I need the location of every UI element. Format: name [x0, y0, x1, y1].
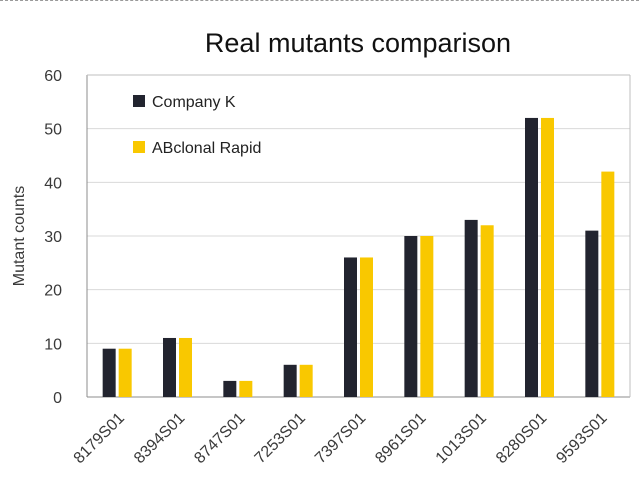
x-tick-label: 9593S01 — [553, 410, 610, 467]
plot-frame — [86, 74, 631, 398]
bar-abclonal-rapid-9593S01 — [601, 171, 615, 397]
y-tick-label: 50 — [44, 122, 62, 139]
bar-company-k-8394S01 — [163, 337, 176, 397]
x-tick-label: 8961S01 — [372, 410, 429, 467]
x-tick-label: 7253S01 — [252, 410, 309, 467]
x-tick-label: 8747S01 — [191, 410, 248, 467]
bar-company-k-8179S01 — [102, 348, 116, 397]
x-tick-label: 8280S01 — [493, 410, 550, 467]
top-dashed-border — [0, 0, 639, 2]
x-tick-label: 8394S01 — [131, 410, 188, 467]
bar-company-k-1013S01 — [464, 219, 478, 397]
bar-company-k-7253S01 — [283, 364, 297, 397]
bar-abclonal-rapid-7397S01 — [360, 257, 373, 397]
x-tick-label: 8179S01 — [71, 410, 128, 467]
legend: Company K ABclonal Rapid — [133, 94, 261, 157]
bar-abclonal-rapid-8179S01 — [118, 348, 132, 397]
y-tick-label: 10 — [44, 336, 62, 353]
bar-abclonal-rapid-8394S01 — [179, 337, 192, 397]
y-axis-label: Mutant counts — [11, 186, 28, 287]
y-tick-labels: 0 10 20 30 40 50 60 — [44, 68, 62, 407]
x-tick-labels: 8179S01 8394S01 8747S01 7253S01 7397S01 8961S… — [71, 410, 611, 467]
bar-company-k-9593S01 — [585, 230, 599, 397]
bar-abclonal-rapid-1013S01 — [480, 225, 494, 397]
legend-swatch — [133, 141, 145, 153]
bars — [102, 117, 615, 397]
y-tick-label: 60 — [44, 68, 62, 85]
legend-swatch — [133, 95, 145, 107]
bar-company-k-8747S01 — [223, 380, 237, 397]
bar-abclonal-rapid-8961S01 — [420, 236, 434, 397]
x-tick-label: 1013S01 — [433, 410, 490, 467]
legend-entry: ABclonal Rapid — [152, 140, 261, 157]
y-tick-label: 40 — [44, 175, 62, 192]
y-tick-label: 30 — [44, 229, 62, 246]
y-tick-label: 0 — [53, 390, 62, 407]
legend-entry: Company K — [152, 94, 236, 111]
x-tick-label: 7397S01 — [312, 410, 369, 467]
bar-abclonal-rapid-8747S01 — [239, 380, 253, 397]
bar-abclonal-rapid-8280S01 — [541, 117, 554, 397]
bar-company-k-8280S01 — [525, 117, 538, 397]
chart-title: Real mutants comparison — [205, 28, 511, 58]
y-tick-label: 20 — [44, 283, 62, 300]
bar-company-k-7397S01 — [344, 257, 357, 397]
bar-company-k-8961S01 — [404, 236, 418, 397]
bar-abclonal-rapid-7253S01 — [299, 364, 313, 397]
